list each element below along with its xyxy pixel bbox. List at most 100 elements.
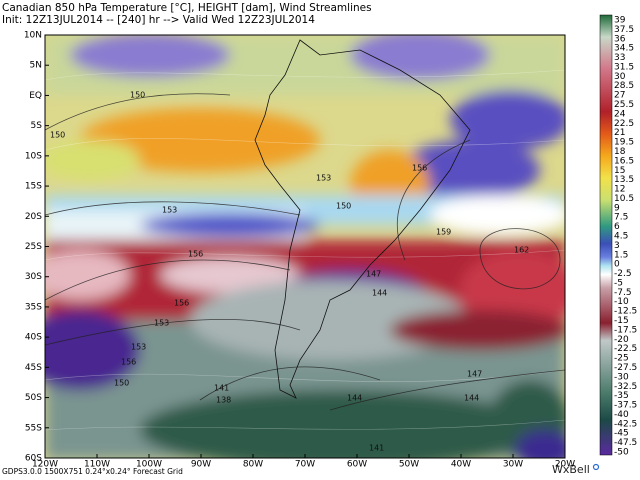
- contour-label: 156: [121, 358, 136, 367]
- colorbar-label: -2.5: [614, 269, 632, 279]
- contour-label: 141: [369, 444, 384, 453]
- contour-label: 153: [154, 319, 169, 328]
- contour-label: 150: [50, 131, 65, 140]
- longitude-label: 120W: [32, 460, 58, 470]
- subtitle: Init: 12Z13JUL2014 -- [240] hr --> Valid…: [2, 14, 315, 26]
- colorbar-label: -50: [614, 448, 629, 458]
- colorbar-label: -32.5: [614, 382, 637, 392]
- contour-label: 141: [214, 384, 229, 393]
- colorbar-label: 9: [614, 203, 620, 213]
- contour-label: 147: [467, 370, 482, 379]
- title: Canadian 850 hPa Temperature [°C], HEIGH…: [2, 2, 372, 14]
- colorbar-label: 33: [614, 53, 625, 63]
- colorbar-label: -42.5: [614, 419, 637, 429]
- latitude-label: 5N: [30, 61, 42, 71]
- latitude-label: 20S: [25, 212, 42, 222]
- longitude-label: 90W: [191, 460, 211, 470]
- longitude-label: 80W: [243, 460, 263, 470]
- colorbar-label: -17.5: [614, 325, 637, 335]
- colorbar-label: 22.5: [614, 119, 634, 129]
- coastline: [254, 39, 471, 399]
- footer: GDPS3.0.0 1500X751 0.24°x0.24° Forecast …: [2, 467, 183, 476]
- contour-label: 150: [336, 202, 351, 211]
- colorbar-label: -30: [614, 372, 629, 382]
- colorbar-label: 21: [614, 128, 625, 138]
- contour-label: 144: [347, 394, 362, 403]
- logo: WxBell: [552, 463, 590, 476]
- colorbar-label: 12: [614, 185, 625, 195]
- colorbar-label: 25.5: [614, 100, 634, 110]
- colorbar-label: -10: [614, 297, 629, 307]
- contour-label: 150: [130, 91, 145, 100]
- latitude-label: EQ: [29, 91, 42, 101]
- contour-label: 153: [131, 343, 146, 352]
- colorbar-label: 28.5: [614, 81, 634, 91]
- longitude-label: 110W: [84, 460, 110, 470]
- colorbar: [599, 14, 613, 456]
- colorbar-label: -12.5: [614, 307, 637, 317]
- colorbar-label: 10.5: [614, 194, 634, 204]
- contour-label: 153: [162, 206, 177, 215]
- colorbar-label: 15: [614, 166, 625, 176]
- contour-label: 153: [316, 174, 331, 183]
- colorbar-label: 3: [614, 241, 620, 251]
- latitude-label: 35S: [25, 302, 42, 312]
- contour-label: 144: [372, 289, 387, 298]
- longitude-label: 30W: [503, 460, 523, 470]
- colorbar-label: -22.5: [614, 344, 637, 354]
- latitude-label: 15S: [25, 182, 42, 192]
- colorbar-label: -27.5: [614, 363, 637, 373]
- contour-label: 156: [188, 250, 203, 259]
- latitude-label: 55S: [25, 423, 42, 433]
- contour-label: 138: [216, 396, 231, 405]
- longitude-label: 100W: [136, 460, 162, 470]
- colorbar-label: 24: [614, 109, 626, 119]
- colorbar-label: 18: [614, 147, 626, 157]
- longitude-label: 60W: [347, 460, 367, 470]
- colorbar-label: -37.5: [614, 401, 637, 411]
- latitude-label: 10N: [24, 31, 42, 41]
- colorbar-label: 13.5: [614, 175, 634, 185]
- colorbar-label: 31.5: [614, 62, 634, 72]
- colorbar-label: -5: [614, 278, 623, 288]
- colorbar-label: 37.5: [614, 25, 634, 35]
- colorbar-label: -15: [614, 316, 629, 326]
- colorbar-label: 16.5: [614, 156, 634, 166]
- latitude-label: 25S: [25, 242, 42, 252]
- contour-label: 144: [464, 394, 479, 403]
- colorbar-label: -25: [614, 354, 629, 364]
- colorbar-label: 34.5: [614, 44, 634, 54]
- colorbar-label: 1.5: [614, 250, 628, 260]
- colorbar-label: -40: [614, 410, 629, 420]
- colorbar-label: 4.5: [614, 232, 628, 242]
- colorbar-label: 0: [614, 260, 620, 270]
- contour-label: 156: [174, 299, 189, 308]
- colorbar-label: -47.5: [614, 438, 637, 448]
- contour-label: 156: [412, 164, 427, 173]
- longitude-label: 50W: [399, 460, 419, 470]
- colorbar-label: -20: [614, 335, 629, 345]
- latitude-label: 45S: [25, 363, 42, 373]
- colorbar-label: 39: [614, 16, 626, 26]
- temperature-field: [45, 35, 565, 458]
- longitude-label: 70W: [295, 460, 315, 470]
- colorbar-label: -7.5: [614, 288, 632, 298]
- colorbar-label: -35: [614, 391, 629, 401]
- contour-labels: 150 150 156 153 153 150 159 162 156 147 …: [50, 91, 529, 453]
- colorbar-label: 36: [614, 34, 626, 44]
- colorbar-label: 27: [614, 91, 625, 101]
- colorbar-label: 30: [614, 72, 626, 82]
- contour-label: 159: [436, 228, 451, 237]
- latitude-label: 30S: [25, 272, 42, 282]
- contour-label: 147: [366, 270, 381, 279]
- colorbar-label: -45: [614, 429, 629, 439]
- colorbar-label: 7.5: [614, 213, 628, 223]
- longitude-label: 20W: [555, 460, 575, 470]
- longitude-label: 40W: [451, 460, 471, 470]
- latitude-label: 40S: [25, 333, 42, 343]
- logo-dot: [592, 463, 600, 471]
- latitude-label: 50S: [25, 393, 42, 403]
- colorbar-label: 19.5: [614, 138, 634, 148]
- latitude-label: 5S: [31, 121, 43, 131]
